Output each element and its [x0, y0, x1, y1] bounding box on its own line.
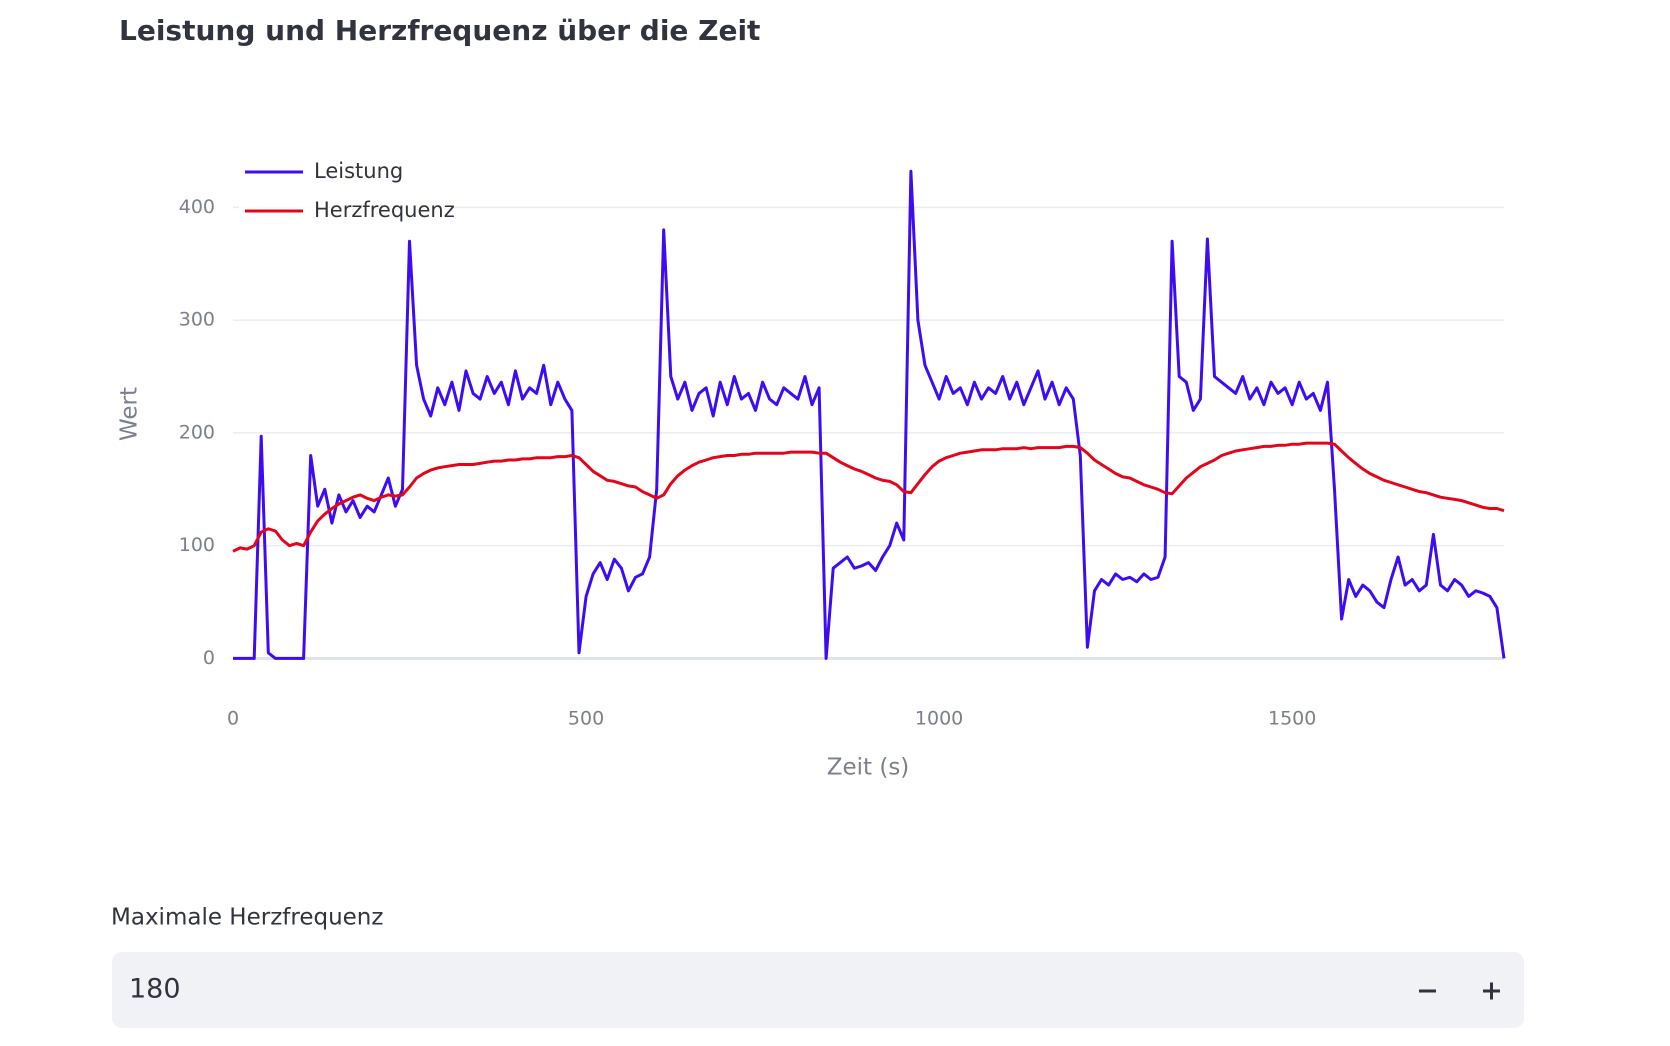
y-tick-label: 200	[179, 421, 215, 443]
x-tick-label: 500	[568, 708, 604, 730]
y-tick-label: 100	[179, 534, 215, 556]
x-tick-label: 1500	[1268, 708, 1316, 730]
y-tick-label: 400	[179, 196, 215, 218]
line-series	[232, 441, 1505, 553]
chart-title: Leistung und Herzfrequenz über die Zeit	[119, 14, 760, 47]
x-axis-label: Zeit (s)	[827, 755, 910, 781]
input-value: 180	[129, 974, 181, 1005]
decrement-button[interactable]	[1400, 962, 1454, 1018]
line-series	[233, 169, 1506, 660]
legend-label: Leistung	[314, 159, 403, 183]
legend: Leistung Herzfrequenz	[239, 152, 455, 230]
x-tick-label: 1000	[915, 708, 963, 730]
plot: 0 100 200 300 400 0 500 1000 1500 Leistung Herzfre…	[179, 152, 1506, 730]
y-tick-label: 300	[179, 309, 215, 331]
y-tick-label: 0	[203, 647, 215, 669]
legend-background	[239, 152, 451, 230]
increment-button[interactable]	[1464, 962, 1518, 1018]
input-label: Maximale Herzfrequenz	[111, 905, 383, 931]
x-tick-label: 0	[227, 708, 239, 730]
number-input[interactable]	[112, 952, 1524, 1028]
y-axis-label: Wert	[117, 387, 143, 441]
legend-label: Herzfrequenz	[314, 198, 455, 222]
